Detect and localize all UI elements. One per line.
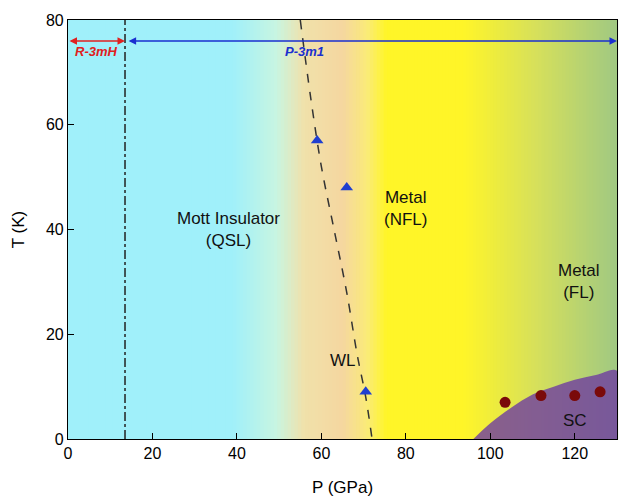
svg-text:SC: SC: [563, 411, 587, 430]
svg-text:40: 40: [46, 221, 64, 238]
svg-text:20: 20: [46, 326, 64, 343]
svg-text:80: 80: [46, 12, 64, 29]
svg-text:120: 120: [561, 445, 588, 462]
svg-text:100: 100: [477, 445, 504, 462]
svg-text:60: 60: [46, 116, 64, 133]
svg-text:WL: WL: [330, 351, 356, 370]
svg-text:60: 60: [312, 445, 330, 462]
svg-text:Mott Insulator(QSL): Mott Insulator(QSL): [177, 209, 280, 250]
svg-text:40: 40: [228, 445, 246, 462]
svg-text:P (GPa): P (GPa): [312, 478, 373, 497]
svg-text:R-3mH: R-3mH: [75, 44, 118, 59]
svg-text:Metal(FL): Metal(FL): [558, 261, 600, 302]
svg-text:80: 80: [397, 445, 415, 462]
svg-text:0: 0: [64, 445, 73, 462]
svg-text:T (K): T (K): [9, 211, 28, 248]
svg-text:0: 0: [55, 431, 64, 448]
svg-text:20: 20: [144, 445, 162, 462]
svg-text:Metal(NFL): Metal(NFL): [384, 188, 427, 229]
svg-text:P-3m1: P-3m1: [285, 44, 324, 59]
